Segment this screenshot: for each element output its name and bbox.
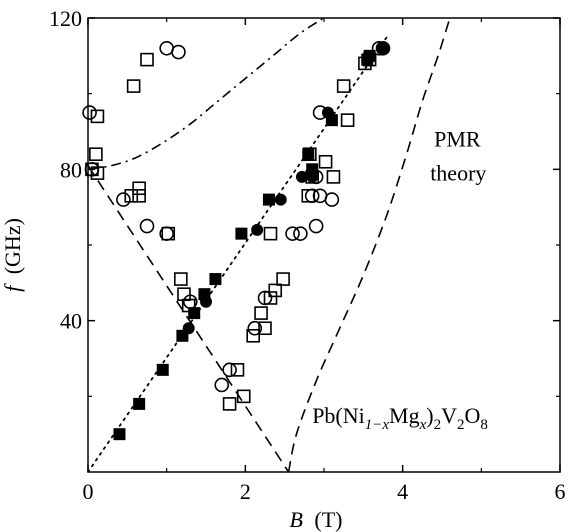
data-point-open-square <box>258 321 272 336</box>
data-point-open-square <box>340 113 355 127</box>
data-point-open-square <box>222 397 237 411</box>
formula-o: O <box>464 403 480 428</box>
y-axis-label: f (GHz) <box>0 218 25 292</box>
data-point-open-square <box>362 52 377 67</box>
data-point-filled-square <box>133 397 146 410</box>
theory-label-line1: PMR <box>434 127 481 152</box>
data-point-open-circle <box>82 105 97 120</box>
data-point-filled-circle <box>200 295 212 308</box>
data-point-filled-circle <box>295 170 308 183</box>
data-point-open-square <box>132 189 146 203</box>
data-point-open-circle <box>371 40 387 56</box>
theory-curve-dash-dot <box>89 18 325 171</box>
data-point-open-square <box>303 147 317 161</box>
data-point-open-square <box>174 272 188 286</box>
data-point-filled-square <box>235 227 248 240</box>
data-point-open-circle <box>171 44 186 60</box>
x-tick-label: 4 <box>397 479 408 504</box>
data-point-open-square <box>263 226 278 241</box>
x-axis-symbol: B <box>289 507 302 532</box>
data-point-open-square <box>236 389 251 404</box>
data-point-open-circle <box>308 218 324 234</box>
data-point-open-square <box>246 328 260 343</box>
formula-sub1: 1−x <box>365 417 390 433</box>
data-point-open-circle <box>304 188 320 204</box>
data-point-filled-circle <box>274 193 287 206</box>
data-point-open-circle <box>375 40 391 56</box>
plot-area <box>82 18 451 472</box>
y-axis-symbol: f <box>0 283 25 292</box>
data-point-open-square <box>358 56 372 71</box>
y-tick-label: 120 <box>49 6 82 31</box>
data-point-open-square <box>230 363 245 377</box>
x-axis-unit: (T) <box>314 507 342 532</box>
formula-close: ) <box>426 403 433 428</box>
data-point-filled-circle <box>377 42 389 55</box>
y-axis-unit: (GHz) <box>0 218 25 274</box>
data-point-open-circle <box>182 294 198 310</box>
data-point-filled-square <box>113 428 126 441</box>
formula-sub4: 2 <box>457 417 465 433</box>
data-point-filled-circle <box>306 170 319 183</box>
data-point-open-square <box>126 79 141 93</box>
compound-formula: Pb(Ni1−xMgx)2V2O8 <box>312 403 488 433</box>
data-point-open-square <box>140 52 154 67</box>
data-point-open-square <box>132 181 146 196</box>
data-point-filled-square <box>262 193 275 206</box>
data-point-open-square <box>326 170 341 184</box>
formula-sub3: 2 <box>434 417 442 433</box>
data-point-open-square <box>90 109 105 124</box>
formula-v: V <box>441 403 457 428</box>
data-point-open-square <box>276 272 290 286</box>
x-tick-label: 2 <box>240 479 251 504</box>
theory-label-line2: theory <box>430 161 486 186</box>
data-point-open-circle <box>84 162 100 177</box>
data-point-open-circle <box>257 290 273 306</box>
x-axis-label: B (T) <box>289 507 342 532</box>
data-point-open-circle <box>308 169 324 185</box>
formula-sub5: 8 <box>480 417 488 433</box>
data-point-open-circle <box>222 362 237 378</box>
data-point-open-circle <box>139 218 155 234</box>
data-point-filled-square <box>156 363 169 376</box>
formula-prefix: Pb(Ni <box>312 403 365 428</box>
data-point-open-circle <box>293 226 308 241</box>
data-point-filled-circle <box>182 322 195 335</box>
data-point-open-circle <box>214 377 230 393</box>
data-point-open-square <box>268 283 283 298</box>
formula-mid: Mg <box>389 403 420 428</box>
data-point-filled-square <box>302 148 315 161</box>
data-point-open-square <box>254 306 268 320</box>
data-point-open-circle <box>312 105 328 120</box>
x-tick-label: 0 <box>83 479 94 504</box>
data-point-filled-square <box>188 307 201 320</box>
theory-curve-dashed <box>287 18 451 472</box>
data-point-open-circle <box>247 320 263 336</box>
y-tick-label: 40 <box>60 309 82 334</box>
data-point-open-square <box>263 291 278 305</box>
data-point-filled-circle <box>321 106 334 119</box>
data-point-open-circle <box>285 226 300 241</box>
axis-ticks: 0 2 4 6 40 80 120 <box>49 6 566 504</box>
data-point-open-square <box>336 79 351 93</box>
data-point-open-circle <box>159 226 174 241</box>
data-point-open-square <box>318 154 333 169</box>
formula-sub2: x <box>419 417 427 433</box>
data-point-open-square <box>124 189 139 203</box>
data-point-filled-square <box>209 273 222 286</box>
data-point-open-circle <box>116 192 131 207</box>
x-tick-label: 6 <box>555 479 566 504</box>
data-point-open-square <box>89 147 103 161</box>
data-point-open-circle <box>324 192 340 207</box>
y-tick-label: 80 <box>60 157 82 182</box>
data-point-filled-circle <box>251 223 264 236</box>
